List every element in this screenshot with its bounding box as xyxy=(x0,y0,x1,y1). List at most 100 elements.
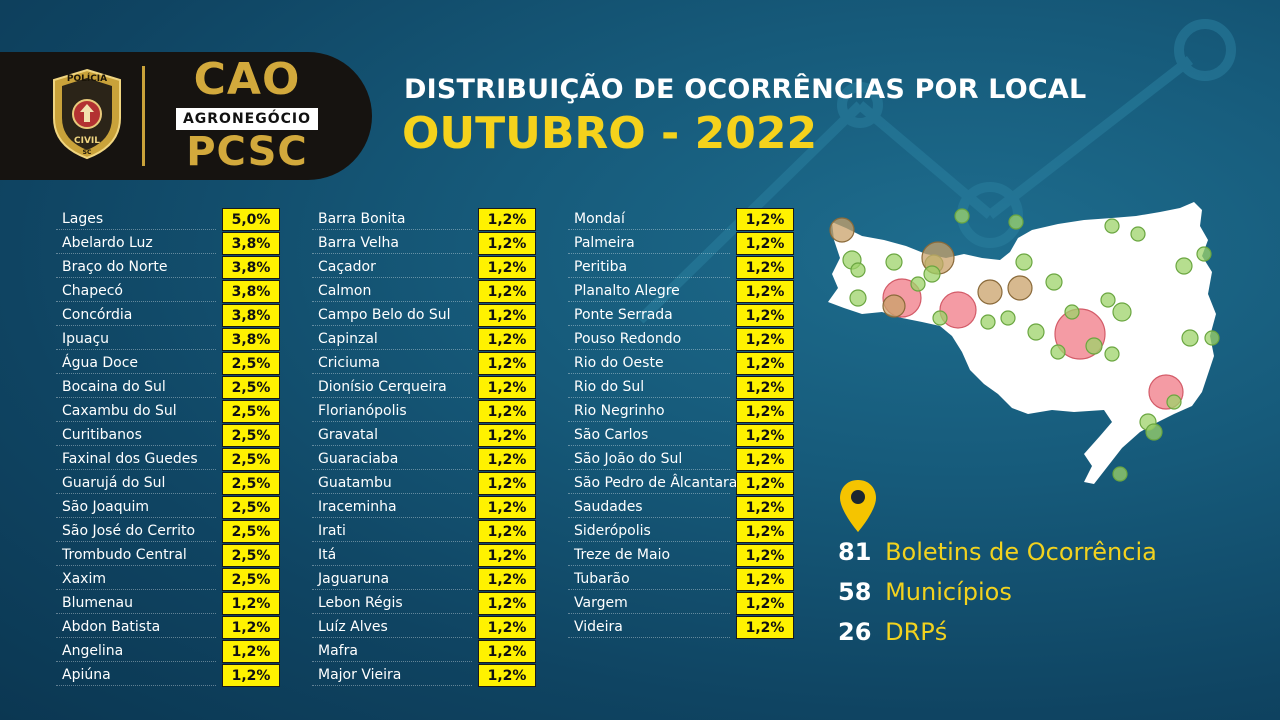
municipality-name: Braço do Norte xyxy=(56,256,216,278)
map-bubble-marker xyxy=(980,314,996,330)
percentage-value: 3,8% xyxy=(222,280,280,303)
logo-pcsc: PCSC xyxy=(186,129,308,175)
map-bubble-marker xyxy=(910,276,926,292)
logo-agronegocio: AGRONEGÓCIO xyxy=(176,108,318,130)
municipality-name: Dionísio Cerqueira xyxy=(312,376,472,398)
percentage-value: 2,5% xyxy=(222,544,280,567)
map-bubble-marker xyxy=(939,291,977,329)
percentage-value: 2,5% xyxy=(222,424,280,447)
percentage-value: 1,2% xyxy=(478,592,536,615)
map-bubble-marker xyxy=(1000,310,1016,326)
map-bubble-marker xyxy=(1050,344,1066,360)
logo-divider xyxy=(142,66,145,166)
map-bubble-marker xyxy=(882,294,906,318)
map-bubble-marker xyxy=(1100,292,1116,308)
map-bubble-marker xyxy=(1015,253,1033,271)
percentage-value: 1,2% xyxy=(478,496,536,519)
percentage-value: 1,2% xyxy=(478,352,536,375)
map-bubble-marker xyxy=(1204,330,1220,346)
municipality-name: Florianópolis xyxy=(312,400,472,422)
percentage-value: 2,5% xyxy=(222,496,280,519)
percentage-value: 2,5% xyxy=(222,520,280,543)
stat-number: 81 xyxy=(838,538,872,566)
map-bubble-marker xyxy=(1027,323,1045,341)
page-title: DISTRIBUIÇÃO DE OCORRÊNCIAS POR LOCAL xyxy=(404,74,1087,105)
stat-label: Boletins de Ocorrência xyxy=(885,538,1157,566)
map-state-shape xyxy=(828,202,1216,484)
municipality-name: Guarujá do Sul xyxy=(56,472,216,494)
municipality-name: Concórdia xyxy=(56,304,216,326)
municipality-name: Criciuma xyxy=(312,352,472,374)
percentage-value: 1,2% xyxy=(478,520,536,543)
stat-number: 58 xyxy=(838,578,872,606)
map-bubble-marker xyxy=(885,253,903,271)
percentage-value: 1,2% xyxy=(736,496,794,519)
municipality-name: Tubarão xyxy=(568,568,730,590)
percentage-value: 1,2% xyxy=(478,640,536,663)
percentage-value: 2,5% xyxy=(222,376,280,399)
percentage-value: 1,2% xyxy=(736,520,794,543)
percentage-value: 3,8% xyxy=(222,256,280,279)
map-bubble-marker xyxy=(1166,394,1182,410)
municipality-name: Luíz Alves xyxy=(312,616,472,638)
percentage-value: 1,2% xyxy=(478,304,536,327)
percentage-value: 1,2% xyxy=(736,592,794,615)
municipality-name: Saudades xyxy=(568,496,730,518)
percentage-value: 1,2% xyxy=(736,232,794,255)
map-bubble-marker xyxy=(1007,275,1033,301)
percentage-value: 2,5% xyxy=(222,472,280,495)
municipality-name: Planalto Alegre xyxy=(568,280,730,302)
stat-municipios: 58 Municípios xyxy=(838,578,1012,606)
municipality-name: Abelardo Luz xyxy=(56,232,216,254)
percentage-value: 1,2% xyxy=(478,544,536,567)
badge-state-text: SC xyxy=(82,149,92,156)
municipality-name: Gravatal xyxy=(312,424,472,446)
percentage-value: 1,2% xyxy=(736,304,794,327)
municipality-name: Ipuaçu xyxy=(56,328,216,350)
percentage-value: 2,5% xyxy=(222,400,280,423)
percentage-value: 1,2% xyxy=(222,616,280,639)
map-bubble-marker xyxy=(1064,304,1080,320)
percentage-value: 1,2% xyxy=(736,472,794,495)
municipality-name: Blumenau xyxy=(56,592,216,614)
municipality-name: Peritiba xyxy=(568,256,730,278)
municipality-name: Mondaí xyxy=(568,208,730,230)
percentage-value: 1,2% xyxy=(478,256,536,279)
municipality-name: São João do Sul xyxy=(568,448,730,470)
percentage-value: 1,2% xyxy=(736,256,794,279)
percentage-value: 1,2% xyxy=(222,592,280,615)
logo-cao: CAO xyxy=(193,54,301,105)
map-bubble-marker xyxy=(1181,329,1199,347)
percentage-value: 1,2% xyxy=(736,424,794,447)
percentage-value: 1,2% xyxy=(478,472,536,495)
percentage-value: 1,2% xyxy=(478,568,536,591)
percentage-value: 1,2% xyxy=(736,328,794,351)
map-bubble-marker xyxy=(1085,337,1103,355)
map-bubble-marker xyxy=(1112,302,1132,322)
municipality-name: Itá xyxy=(312,544,472,566)
map-bubble-marker xyxy=(1196,246,1212,262)
map-bubble-marker xyxy=(954,208,970,224)
percentage-value: 1,2% xyxy=(478,232,536,255)
percentage-value: 1,2% xyxy=(478,424,536,447)
map-bubble-marker xyxy=(849,289,867,307)
percentage-value: 3,8% xyxy=(222,304,280,327)
santa-catarina-map xyxy=(828,202,1220,484)
municipality-name: Iraceminha xyxy=(312,496,472,518)
stat-boletins: 81 Boletins de Ocorrência xyxy=(838,538,1157,566)
map-bubble-marker xyxy=(1145,423,1163,441)
percentage-value: 1,2% xyxy=(736,376,794,399)
municipality-name: Lebon Régis xyxy=(312,592,472,614)
percentage-value: 3,8% xyxy=(222,328,280,351)
municipality-name: Xaxim xyxy=(56,568,216,590)
map-bubble-marker xyxy=(1045,273,1063,291)
map-bubble-marker xyxy=(923,265,941,283)
municipality-name: São Joaquim xyxy=(56,496,216,518)
percentage-value: 2,5% xyxy=(222,448,280,471)
map-bubble-marker xyxy=(1112,466,1128,482)
map-bubble-marker xyxy=(1175,257,1193,275)
percentage-value: 1,2% xyxy=(478,448,536,471)
stat-label: DRPś xyxy=(885,618,948,646)
municipality-name: Barra Velha xyxy=(312,232,472,254)
municipality-name: Campo Belo do Sul xyxy=(312,304,472,326)
